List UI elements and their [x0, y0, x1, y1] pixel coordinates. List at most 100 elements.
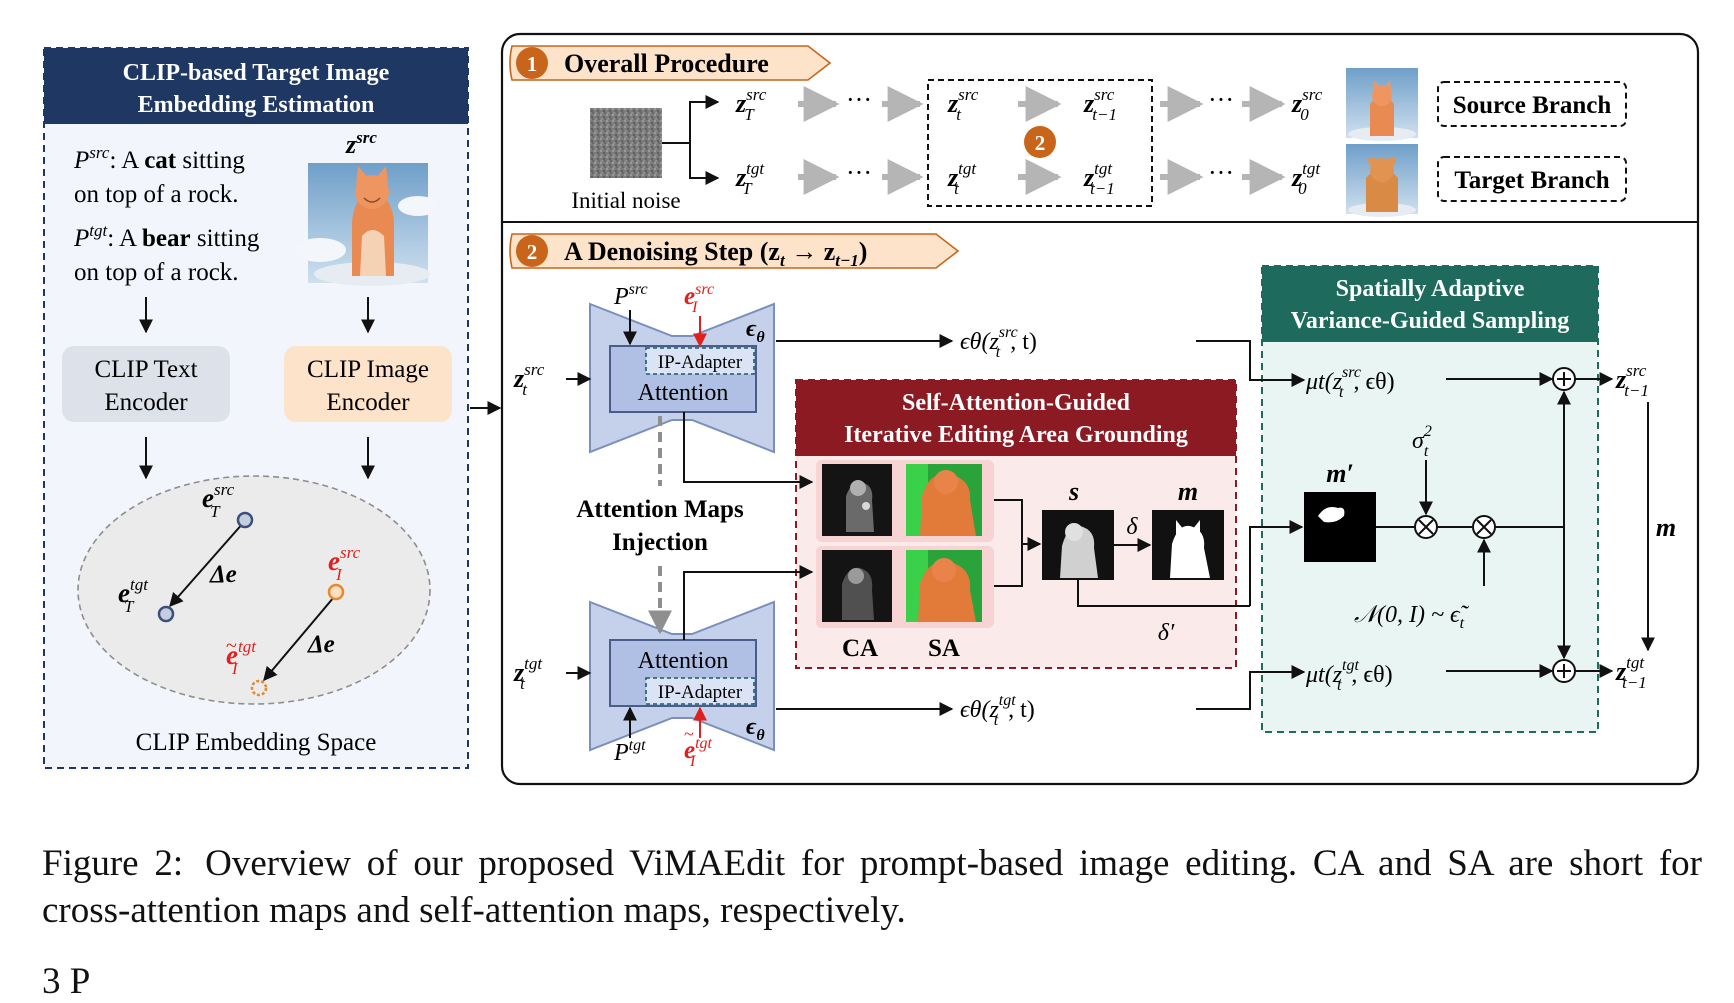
noise-distribution: 𝒩(0, I) ~ ϵ̃t: [1354, 602, 1470, 632]
sa-map-src: [906, 464, 982, 536]
label-e-T-src: esrc T: [202, 480, 235, 521]
clip-image-encoder-line1: CLIP Image: [307, 356, 429, 383]
sigma-label: σ2 t: [1412, 423, 1432, 460]
source-branch-box: [1437, 81, 1627, 127]
ip-adapter-tgt: IP-Adapter: [658, 682, 743, 703]
denoise-title: A Denoising Step (zt → zt−1): [564, 237, 867, 270]
step-1-badge: [516, 47, 548, 79]
overall-title: Overall Procedure: [564, 49, 769, 78]
figure-caption: Figure 2: Overview of our proposed ViMAEd…: [42, 840, 1702, 934]
svg-text:~: ~: [226, 635, 237, 657]
z-t-tgt-input: ztgt t: [513, 654, 543, 693]
target-unet: Attention IP-Adapter ϵθ: [589, 600, 775, 752]
prompt-tgt-line2: on top of a rock.: [74, 259, 239, 286]
p-tgt-input: Ptgt: [613, 737, 646, 766]
source-output-image: [1346, 68, 1418, 141]
s-label: s: [1068, 477, 1079, 506]
svg-text:2: 2: [1035, 131, 1046, 155]
multiply-node-2: [1472, 515, 1496, 539]
attention-src: Attention: [638, 380, 729, 406]
injection-line1: Attention Maps: [576, 496, 744, 523]
delta-label: δ: [1126, 514, 1138, 540]
mu-src: μt(zsrc t, ϵθ): [1305, 364, 1395, 401]
label-e-I-tgt: etgt I: [226, 637, 257, 678]
z-t-src-input: zsrc t: [513, 360, 545, 399]
m-prime-label: m′: [1326, 459, 1354, 488]
grounding-title-line2: Iterative Editing Area Grounding: [844, 422, 1188, 448]
prompt-src: Psrc: A cat sitting: [73, 143, 245, 174]
sampling-module: Spatially Adaptive Variance-Guided Sampl…: [1196, 265, 1599, 733]
svg-text:1: 1: [527, 52, 538, 76]
z-out-tgt: ztgt t−1: [1615, 653, 1647, 692]
target-branch-box: [1437, 156, 1627, 202]
s-map: [1042, 510, 1114, 580]
prompt-tgt: Ptgt: A bear sitting: [73, 221, 260, 252]
clip-text-encoder: [62, 346, 230, 422]
left-panel: CLIP-based Target Image Embedding Estima…: [43, 47, 469, 769]
clip-embedding-space: [77, 475, 431, 705]
e-I-tgt-input: etgt I: [684, 735, 713, 770]
section-heading-peek: 3 P: [42, 961, 91, 1002]
embedding-space-label: CLIP Embedding Space: [136, 729, 377, 756]
clip-text-encoder-line2: Encoder: [104, 389, 188, 416]
overall-header-tag: [509, 45, 832, 81]
multiply-node-1: [1414, 515, 1438, 539]
step-2-inline-badge: [1024, 126, 1056, 158]
add-node-tgt: [1552, 659, 1576, 683]
left-title-line1: CLIP-based Target Image: [123, 60, 390, 86]
mu-tgt: μt(ztgt t, ϵθ): [1305, 657, 1393, 694]
e-I-tgt-point: [250, 679, 268, 697]
add-node-src: [1552, 367, 1576, 391]
attention-tgt: Attention: [638, 648, 729, 674]
sa-label: SA: [928, 635, 960, 662]
sampling-title-line2: Variance-Guided Sampling: [1291, 308, 1570, 334]
ca-map-src: [822, 464, 892, 536]
figure-diagram: CLIP-based Target Image Embedding Estima…: [43, 32, 1700, 786]
left-title-line2: Embedding Estimation: [138, 92, 375, 118]
right-panel: 1 Overall Procedure Initial noise zsrc T …: [500, 32, 1700, 786]
p-src-input: Psrc: [613, 281, 648, 310]
svg-text:···: ···: [846, 85, 872, 114]
sa-map-tgt: [906, 550, 982, 622]
svg-text:···: ···: [846, 158, 872, 187]
label-delta-e-text: Δe: [209, 561, 237, 588]
target-chain: ztgt T ··· ztgt t ztgt t−1 ··· ztgt 0: [735, 158, 1321, 198]
ip-adapter-src: IP-Adapter: [658, 352, 743, 373]
ca-label: CA: [842, 635, 878, 662]
step-2-badge: [516, 235, 548, 267]
delta-prime-label: δ′: [1158, 620, 1175, 646]
e-I-src-input: esrc I: [684, 281, 714, 316]
sampling-title-line1: Spatially Adaptive: [1336, 276, 1525, 302]
denoise-header-tag: [509, 233, 960, 269]
initial-noise-image: [590, 108, 662, 178]
label-delta-e-image: Δe: [307, 631, 335, 658]
e-I-src-point: [327, 583, 345, 601]
eps-theta-tgt: ϵθ: [746, 714, 765, 744]
target-output-image: [1346, 144, 1418, 217]
m-label: m: [1178, 477, 1198, 506]
z-out-src: zsrc t−1: [1615, 361, 1649, 400]
target-branch-label: Target Branch: [1454, 167, 1609, 194]
svg-text:···: ···: [1208, 85, 1234, 114]
svg-text:···: ···: [1208, 158, 1234, 187]
m-side-label: m: [1656, 513, 1676, 542]
src-image-label: zsrc: [345, 128, 377, 159]
injection-line2: Injection: [612, 529, 708, 556]
source-chain: zsrc T ··· zsrc t zsrc t−1 ··· zsrc 0: [735, 85, 1323, 124]
e-T-tgt-point: [157, 605, 175, 623]
grounding-title-line1: Self-Attention-Guided: [902, 390, 1131, 416]
eps-src-output: ϵθ(zsrc t, t): [960, 324, 1037, 361]
eps-theta-src: ϵθ: [746, 316, 765, 346]
e-T-src-point: [236, 511, 254, 529]
ca-map-tgt: [822, 550, 892, 622]
prompt-src-line2: on top of a rock.: [74, 181, 239, 208]
source-cat-image: [294, 163, 438, 286]
label-e-T-tgt: etgt T: [118, 575, 149, 616]
